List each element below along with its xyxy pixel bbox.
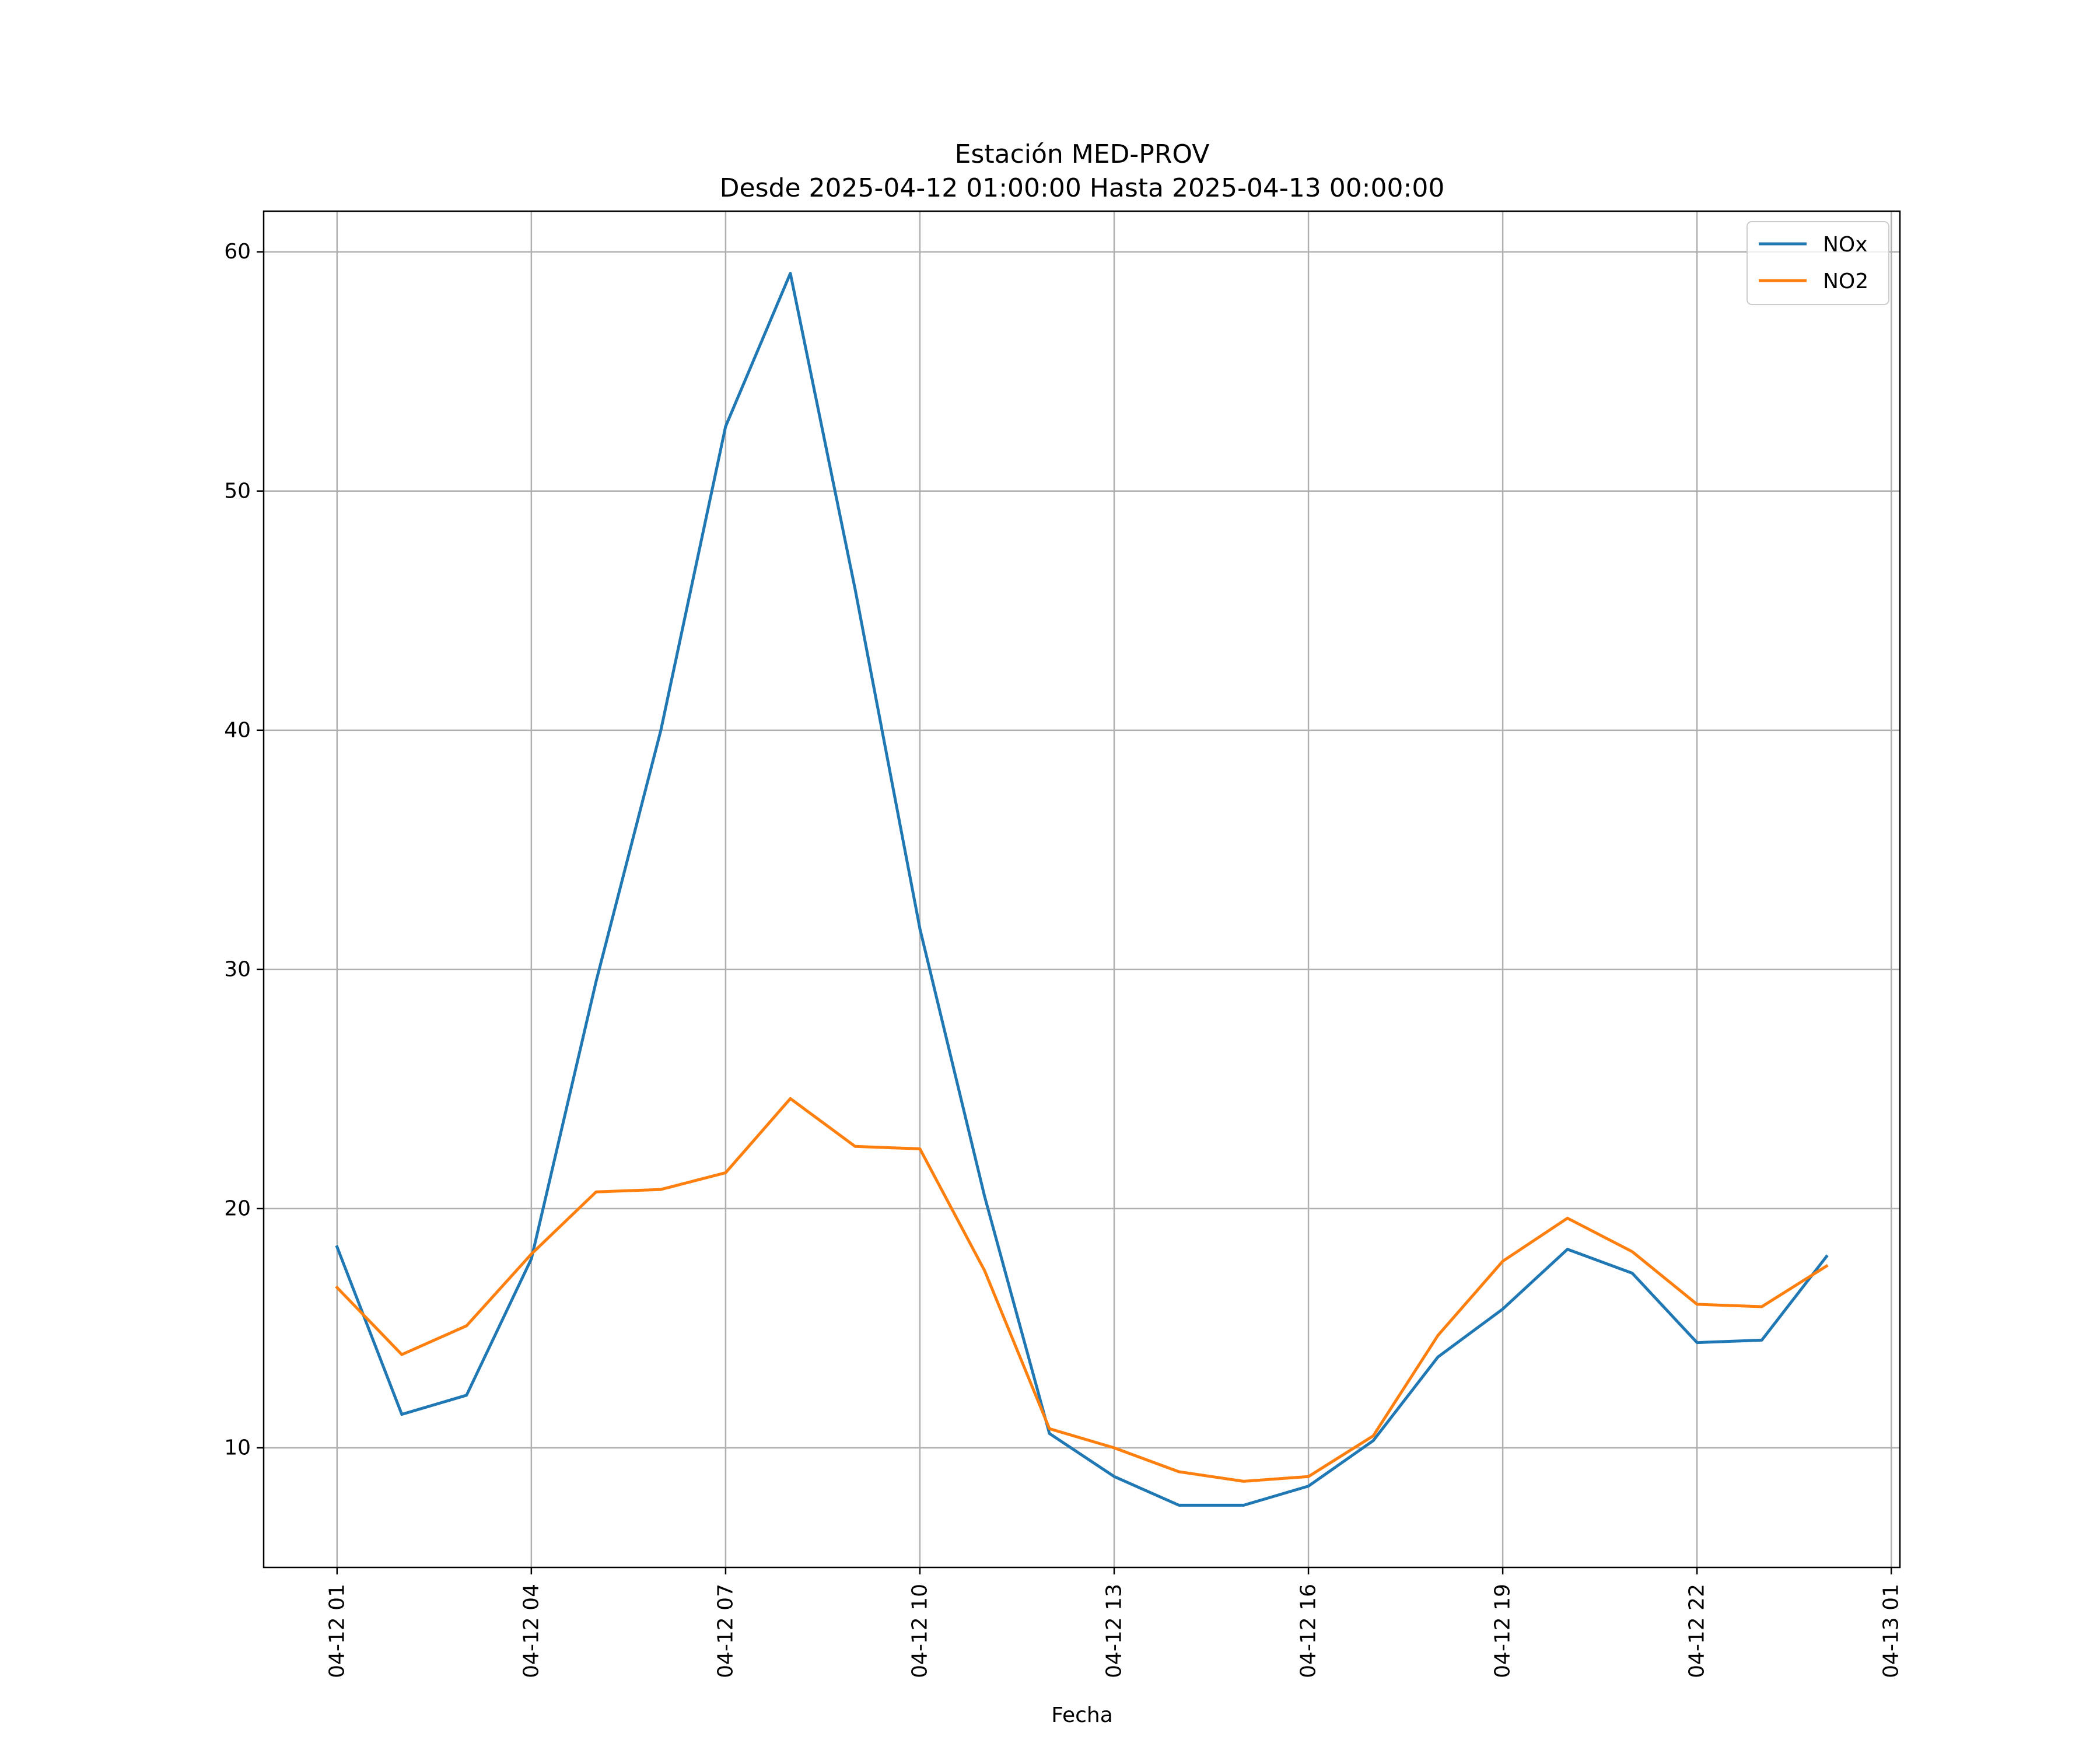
x-tick-label: 04-13 01 — [1880, 1584, 1903, 1678]
x-tick-label: 04-12 19 — [1491, 1584, 1515, 1678]
y-tick-label: 60 — [224, 240, 251, 264]
x-tick-label: 04-12 13 — [1102, 1584, 1126, 1678]
x-axis-label: Fecha — [1051, 1703, 1113, 1727]
series-line-no2 — [335, 1097, 1829, 1483]
series-line-nox — [335, 272, 1829, 1507]
y-tick-label: 30 — [224, 957, 251, 981]
y-tick-label: 10 — [224, 1436, 251, 1460]
grid — [264, 211, 1900, 1567]
axis-ticks: 04-12 01 04-12 04 04-12 07 04-12 10 04-12 13… — [224, 240, 1903, 1678]
legend-label-nox: NOx — [1823, 233, 1868, 257]
chart-subtitle: Desde 2025-04-12 01:00:00 Hasta 2025-04-… — [720, 173, 1445, 203]
y-tick-label: 50 — [224, 479, 251, 503]
x-tick-label: 04-12 22 — [1685, 1584, 1709, 1678]
x-tick-label: 04-12 01 — [325, 1584, 349, 1678]
y-tick-label: 20 — [224, 1196, 251, 1220]
chart-title: Estación MED-PROV — [955, 139, 1210, 169]
legend: NOx NO2 — [1746, 221, 1889, 305]
y-tick-label: 40 — [224, 718, 251, 742]
x-tick-label: 04-12 16 — [1297, 1584, 1321, 1678]
x-tick-label: 04-12 04 — [519, 1584, 543, 1678]
series-lines — [335, 272, 1829, 1507]
legend-label-no2: NO2 — [1823, 270, 1868, 293]
x-tick-label: 04-12 07 — [713, 1584, 737, 1678]
plot-frame — [262, 210, 1901, 1569]
x-tick-label: 04-12 10 — [908, 1584, 932, 1678]
